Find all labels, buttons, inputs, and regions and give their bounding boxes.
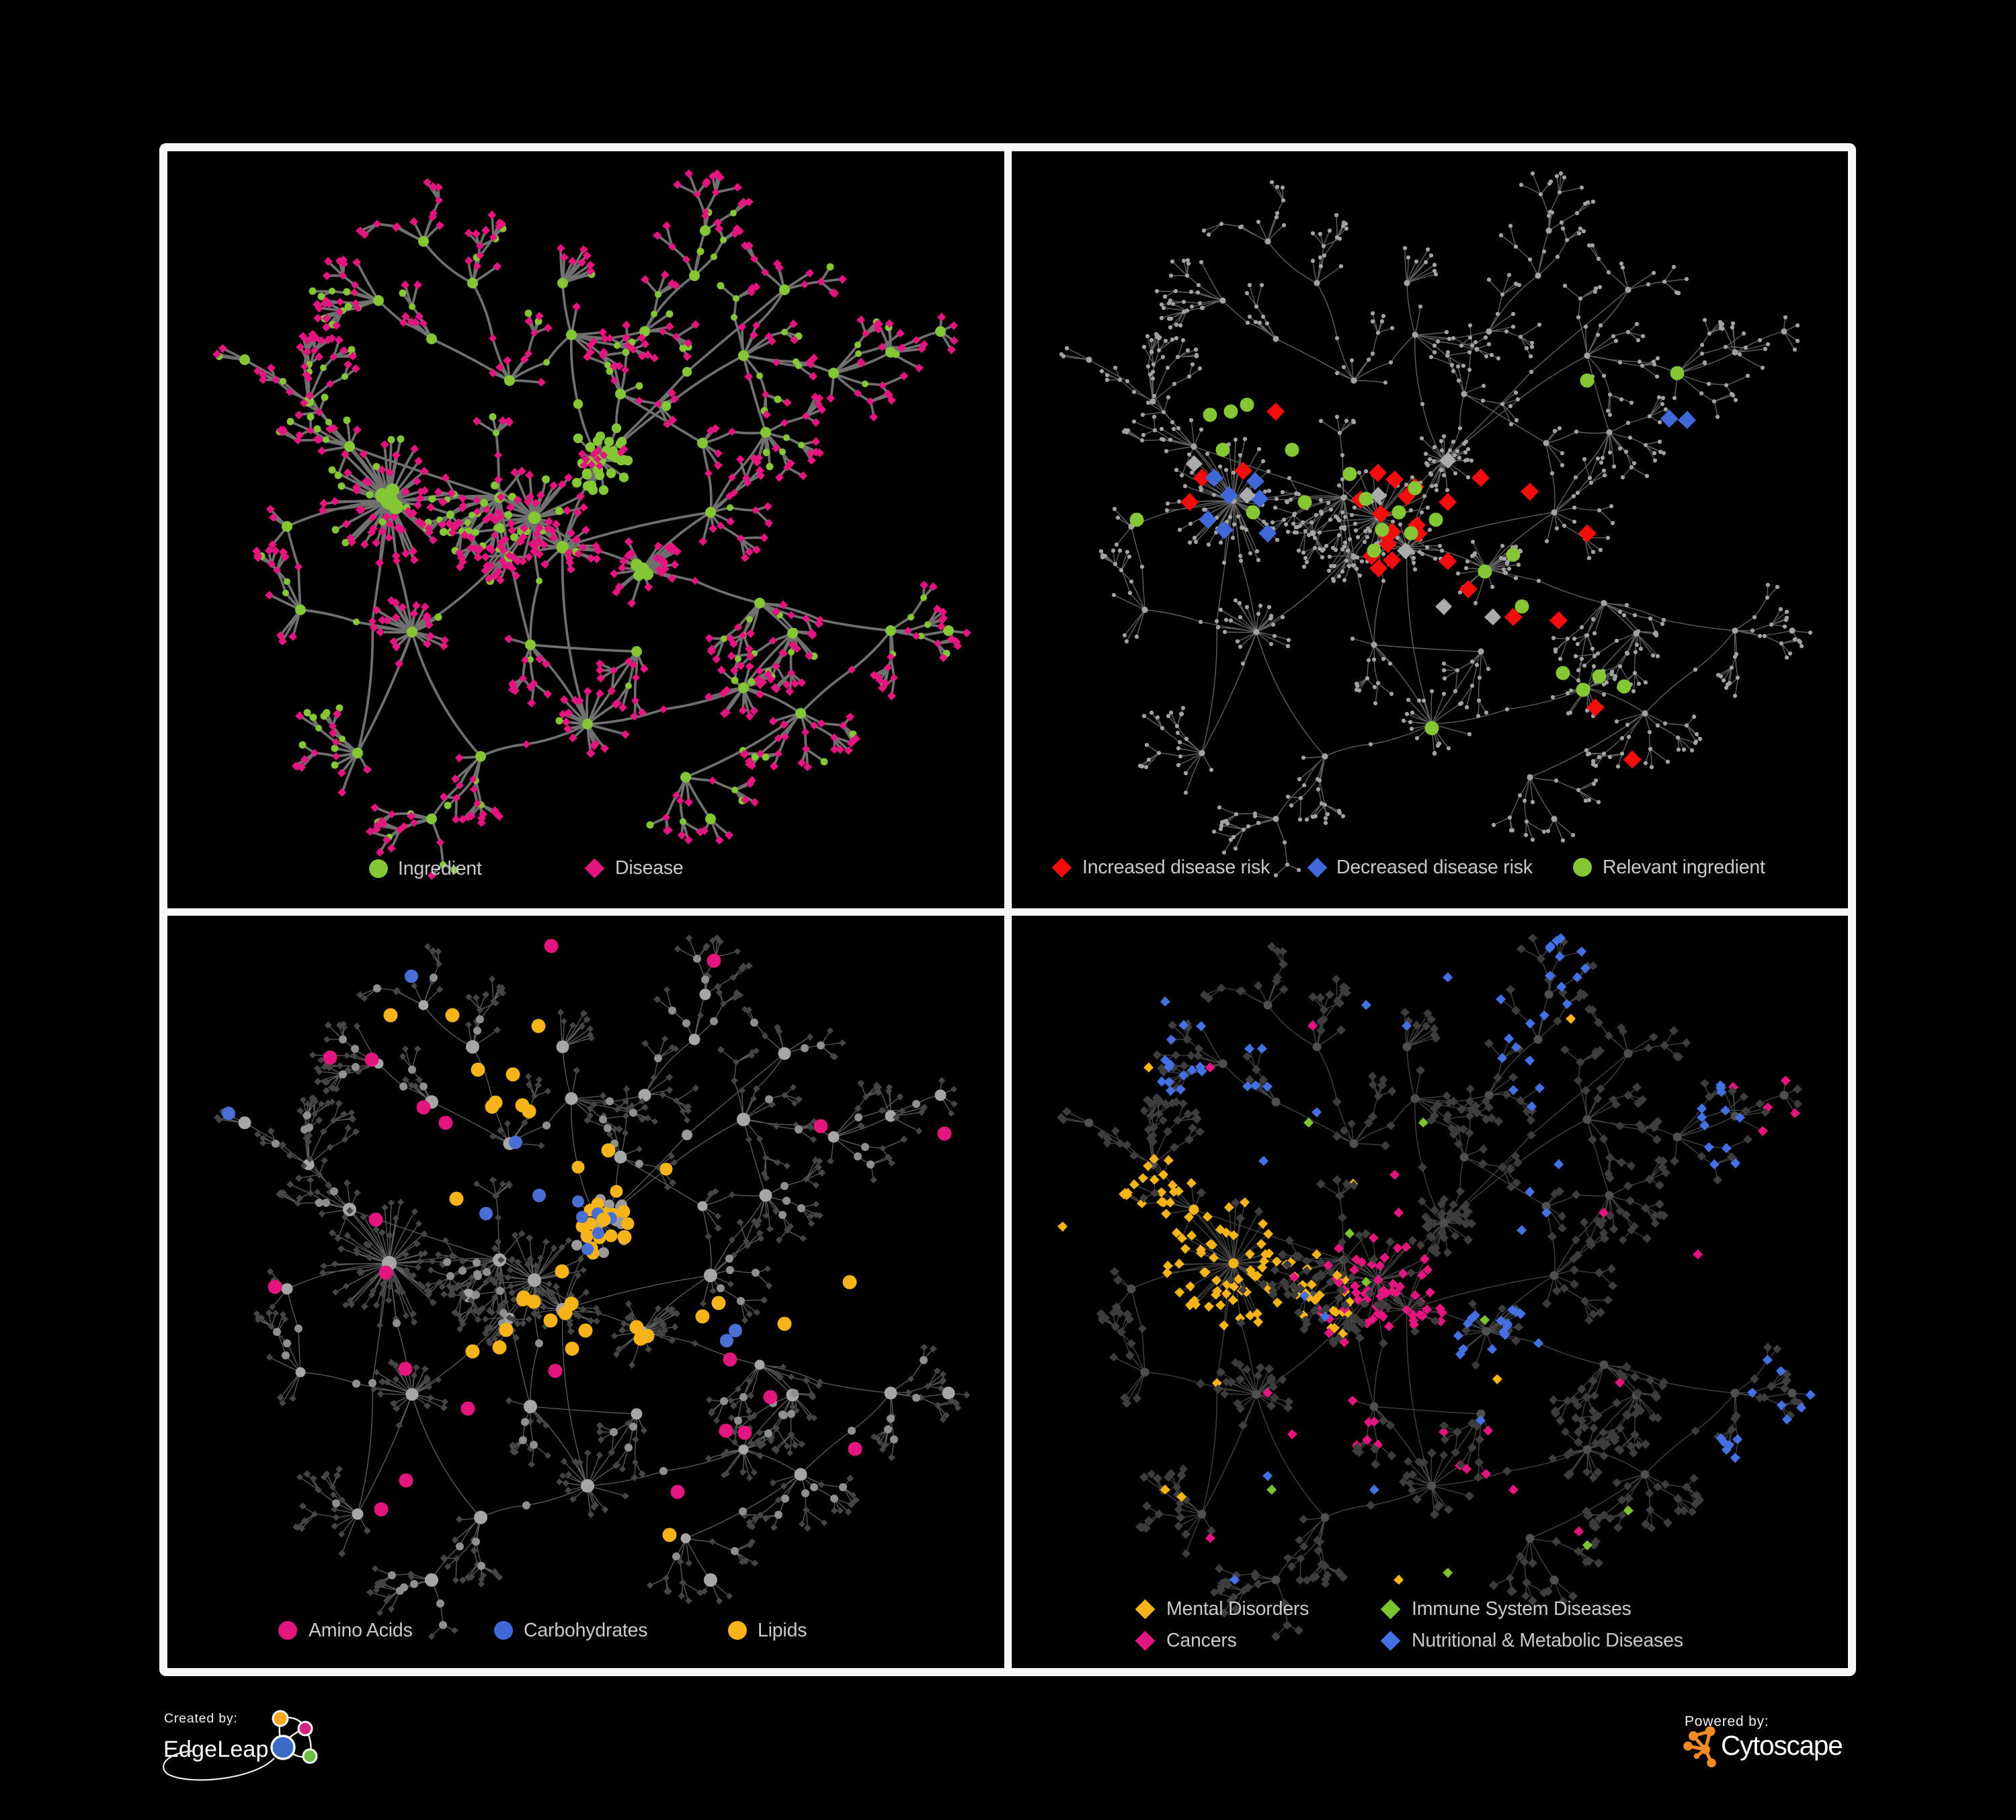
svg-text:Cytoscape: Cytoscape: [1721, 1730, 1843, 1761]
svg-text:Created by:: Created by:: [164, 1711, 238, 1726]
svg-text:Powered by:: Powered by:: [1685, 1714, 1769, 1729]
svg-text:EdgeLeap: EdgeLeap: [163, 1737, 269, 1762]
